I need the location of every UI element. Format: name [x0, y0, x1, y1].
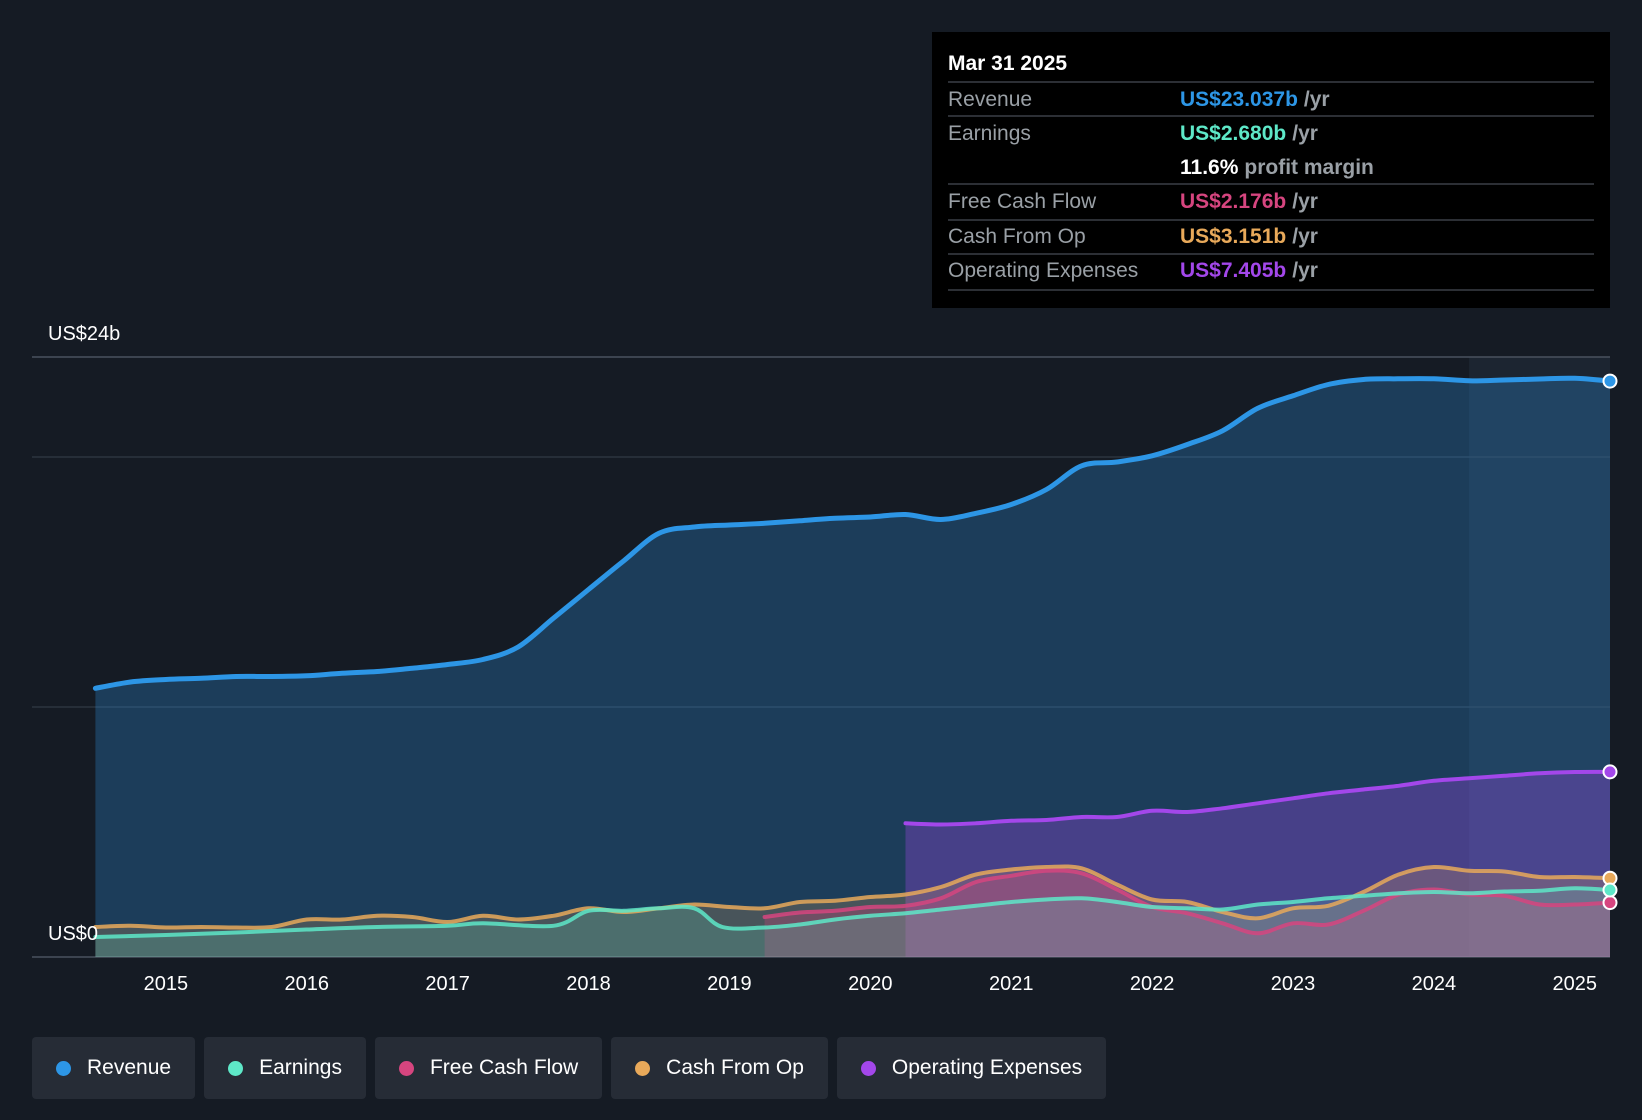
legend-label: Operating Expenses: [891, 1056, 1083, 1079]
tooltip-row-label: Cash From Op: [948, 225, 1086, 248]
y-axis-bottom-label: US$0: [48, 923, 98, 945]
x-tick-label: 2022: [1130, 973, 1175, 995]
operating-expenses-endpoint[interactable]: [1602, 764, 1618, 780]
earnings-line: [93, 886, 1612, 939]
tooltip-row-label: Earnings: [948, 122, 1031, 145]
x-tick-label: 2018: [566, 973, 611, 995]
legend-item-revenue[interactable]: Revenue: [32, 1037, 196, 1099]
cash-from-op-area: [95, 866, 1610, 957]
revenue-area: [95, 378, 1610, 957]
x-tick-label: 2021: [989, 973, 1034, 995]
tooltip-row-label: Free Cash Flow: [948, 190, 1097, 213]
tooltip-row-value: US$2.176b/yr: [1180, 190, 1318, 213]
tooltip-row-unit: /yr: [1292, 259, 1318, 282]
revenue-endpoint[interactable]: [1602, 373, 1618, 389]
tooltip-row-unit: /yr: [1292, 190, 1318, 213]
free-cash-flow-endpoint[interactable]: [1602, 895, 1618, 911]
gridlines: [32, 356, 1610, 958]
operating-expenses-line: [903, 769, 1612, 827]
tooltip-row-value: US$3.151b/yr: [1180, 225, 1318, 248]
legend-dot-icon: [860, 1060, 876, 1076]
x-tick-label: 2024: [1412, 973, 1457, 995]
tooltip-row-unit: /yr: [1304, 88, 1330, 111]
legend-dot-icon: [56, 1060, 71, 1076]
legend-dot-icon: [398, 1060, 414, 1076]
tooltip-background: [932, 32, 1610, 308]
x-tick-label: 2019: [707, 973, 752, 995]
legend-dot-icon: [635, 1060, 651, 1076]
tooltip-row-label: Operating Expenses: [948, 259, 1138, 282]
legend-label: Free Cash Flow: [429, 1056, 579, 1079]
tooltip-row-value: US$7.405b/yr: [1180, 259, 1318, 282]
legend-label: Revenue: [87, 1056, 172, 1079]
legend: Revenue Earnings Free Cash Flow Cash From O…: [32, 1037, 1107, 1099]
series-lines: [92, 375, 1613, 939]
tooltip-row-label: Revenue: [948, 88, 1032, 111]
tooltip: Mar 31 2025 Revenue US$23.037b/yr Earnings…: [932, 32, 1610, 308]
earnings-endpoint[interactable]: [1602, 882, 1618, 898]
earnings-area: [95, 888, 1610, 957]
series-endpoints: [1602, 373, 1618, 911]
legend-item-cash-from-op[interactable]: Cash From Op: [611, 1037, 828, 1099]
x-tick-label: 2017: [425, 973, 470, 995]
x-axis-ticks: 2015 2016 2017 2018 2019 2020 2021 2022 2023 2024…: [144, 973, 1597, 995]
x-tick-label: 2020: [848, 973, 893, 995]
legend-item-earnings[interactable]: Earnings: [204, 1037, 366, 1099]
tooltip-row-value: US$2.680b/yr: [1180, 122, 1318, 145]
x-tick-label: 2016: [284, 973, 329, 995]
tooltip-row-unit: /yr: [1292, 122, 1318, 145]
legend-label: Cash From Op: [666, 1056, 804, 1079]
tooltip-row-value: 11.6% profit margin: [1180, 156, 1374, 179]
legend-item-free-cash-flow[interactable]: Free Cash Flow: [374, 1037, 603, 1099]
x-tick-label: 2023: [1271, 973, 1316, 995]
legend-dot-icon: [228, 1060, 244, 1076]
legend-label: Earnings: [259, 1056, 342, 1079]
tooltip-row-value: US$23.037b/yr: [1180, 88, 1330, 111]
legend-item-operating-expenses[interactable]: Operating Expenses: [836, 1037, 1107, 1099]
series-areas: [95, 378, 1610, 957]
revenue-line: [92, 375, 1613, 691]
tooltip-rows: Revenue US$23.037b/yr Earnings US$2.680b/yr…: [948, 81, 1594, 291]
x-tick-label: 2025: [1553, 973, 1598, 995]
x-tick-label: 2015: [144, 973, 189, 995]
tooltip-date: Mar 31 2025: [948, 52, 1067, 75]
cash-from-op-line: [93, 864, 1612, 930]
tooltip-row-unit: /yr: [1292, 225, 1318, 248]
y-axis-top-label: US$24b: [48, 323, 120, 345]
tooltip-row-unit: profit margin: [1244, 156, 1374, 179]
